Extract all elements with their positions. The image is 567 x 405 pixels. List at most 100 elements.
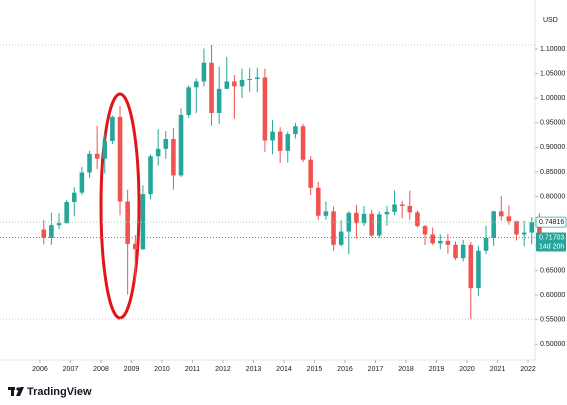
candle-body	[254, 77, 260, 79]
last-price-badge	[536, 232, 566, 252]
candle-body	[247, 78, 252, 80]
candle-body	[140, 194, 146, 250]
candle-body	[399, 204, 405, 206]
y-tick-label: 0.80000	[540, 193, 565, 200]
candle-body	[232, 81, 237, 87]
y-tick-label: 0.95000	[540, 120, 565, 127]
candle-body	[277, 131, 283, 151]
candle-body	[193, 81, 199, 88]
logo	[8, 387, 24, 396]
candle-body	[453, 244, 458, 259]
y-tick-label: 0.55000	[540, 316, 565, 323]
candle-body	[422, 226, 428, 235]
candle-body	[369, 213, 374, 236]
candle-body	[384, 211, 390, 215]
candle-body	[209, 62, 214, 113]
x-tick-label: 2010	[154, 366, 170, 373]
candle-body	[483, 237, 489, 251]
candle-body	[148, 156, 153, 195]
candle-body	[415, 212, 420, 227]
candle-body	[407, 205, 413, 213]
x-tick-label: 2016	[337, 366, 353, 373]
y-tick-label: 1.10000	[540, 46, 565, 53]
brand-name: TradingView	[27, 386, 92, 398]
candle-body	[392, 204, 397, 212]
candle-body	[87, 153, 92, 173]
candle-body	[331, 211, 336, 245]
candle-body	[216, 88, 222, 113]
y-tick-label: 0.90000	[540, 144, 565, 151]
candle-body	[171, 139, 176, 176]
candle-body	[163, 139, 169, 149]
y-tick-label: 0.65000	[540, 267, 565, 274]
candle-body	[71, 192, 77, 203]
candle-body	[262, 77, 268, 141]
candle-body	[117, 116, 123, 202]
candle-body	[132, 243, 138, 250]
candle-body	[491, 211, 496, 238]
candle-body	[361, 213, 367, 224]
x-tick-label: 2011	[185, 366, 200, 373]
candle-body	[41, 229, 47, 238]
candle-body	[438, 240, 443, 244]
candle-body	[56, 223, 62, 226]
x-tick-label: 2012	[215, 366, 231, 373]
prev-price-badge	[535, 216, 567, 228]
currency-label: USD	[543, 17, 558, 24]
candle-body	[537, 222, 542, 238]
x-tick-label: 2021	[490, 366, 506, 373]
highlight-ellipse	[99, 92, 141, 320]
y-tick-label: 0.85000	[540, 169, 565, 176]
candle-body	[270, 131, 275, 141]
candle-body	[430, 234, 435, 244]
y-tick-label: 0.50000	[540, 341, 565, 348]
candle-body	[445, 240, 451, 245]
x-tick-label: 2019	[429, 366, 445, 373]
x-tick-label: 2015	[307, 366, 323, 373]
candle-body	[529, 222, 535, 233]
candle-body	[468, 244, 474, 289]
candle-body	[308, 159, 313, 188]
candle-body	[293, 126, 298, 135]
candle-body	[49, 225, 54, 238]
candle-body	[125, 201, 130, 244]
y-tick-label: 1.00000	[540, 95, 565, 102]
x-tick-label: 2008	[93, 366, 109, 373]
candle-body	[94, 153, 100, 159]
candle-body	[377, 214, 382, 236]
candle-body	[201, 62, 207, 82]
candle-body	[300, 126, 306, 160]
candle-body	[64, 202, 69, 224]
candle-body	[338, 231, 344, 245]
x-tick-label: 2013	[246, 366, 262, 373]
candle-body	[514, 221, 519, 235]
candle-body	[155, 148, 161, 157]
countdown-label: 14d 20h	[539, 243, 564, 250]
x-tick-label: 2018	[398, 366, 414, 373]
x-tick-label: 2007	[63, 366, 79, 373]
prev-price-label: 0.74816	[539, 219, 564, 226]
x-tick-label: 2022	[520, 366, 536, 373]
candle-body	[506, 216, 512, 222]
candle-body	[323, 211, 329, 216]
candle-body	[354, 212, 359, 224]
candle-body	[178, 114, 184, 176]
last-price-label: 0.71703	[539, 234, 564, 241]
candle-body	[285, 134, 291, 151]
candle-body	[224, 81, 230, 89]
candle-body	[186, 87, 191, 115]
candle-body	[315, 187, 321, 216]
candle-body	[79, 172, 85, 193]
candle-body	[521, 232, 527, 235]
x-tick-label: 2020	[459, 366, 475, 373]
candle-body	[460, 244, 466, 259]
x-tick-label: 2009	[124, 366, 140, 373]
x-tick-label: 2014	[276, 366, 292, 373]
candle-body	[102, 140, 108, 159]
x-tick-label: 2017	[368, 366, 384, 373]
candle-body	[476, 250, 481, 289]
y-tick-label: 0.60000	[540, 292, 565, 299]
candle-body	[110, 116, 115, 141]
x-tick-label: 2006	[32, 366, 48, 373]
